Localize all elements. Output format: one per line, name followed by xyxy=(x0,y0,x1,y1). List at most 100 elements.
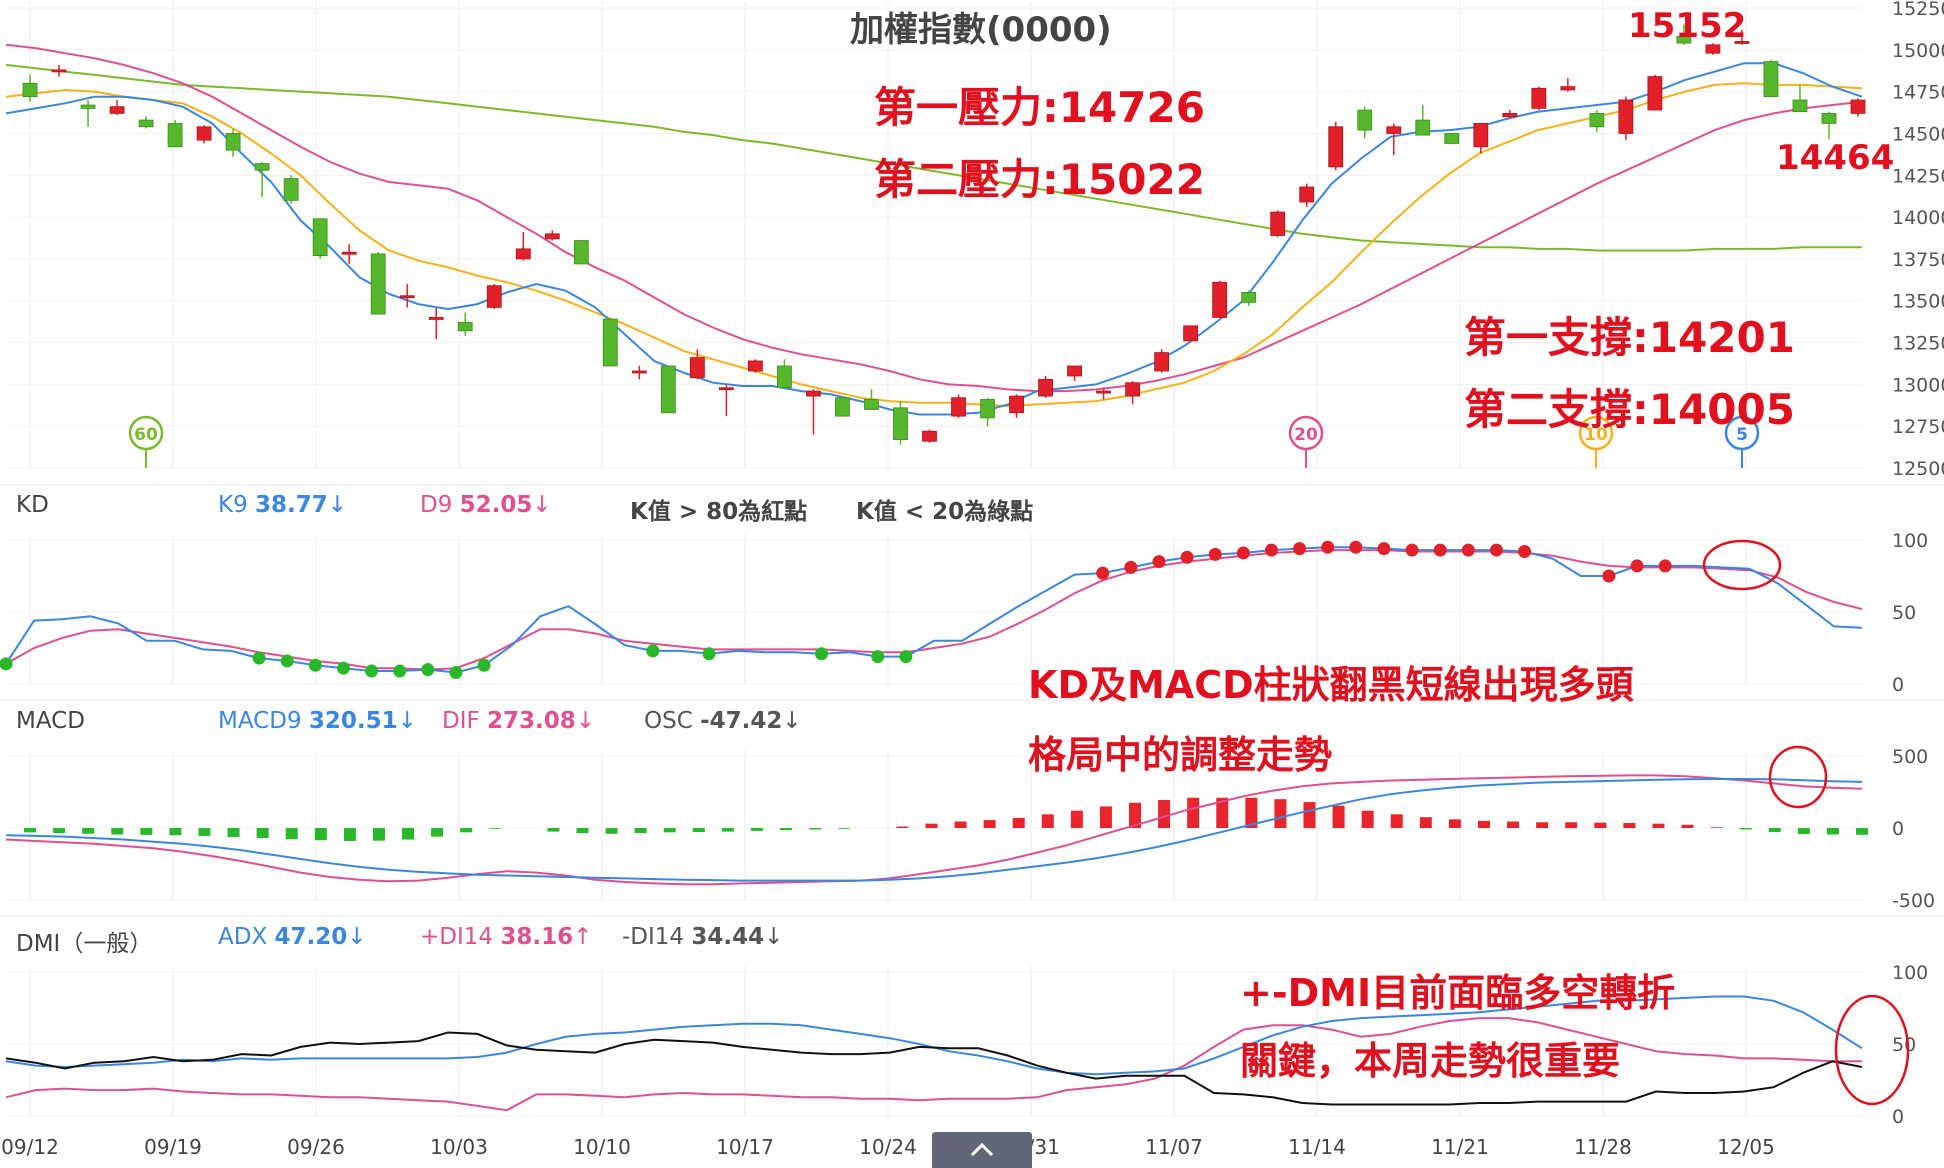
candle-body xyxy=(1386,126,1402,134)
osc-bar xyxy=(576,828,589,834)
k-overbought-dot xyxy=(1461,543,1475,557)
x-tick-label: 10/03 xyxy=(430,1135,488,1159)
dmi-panel-label: DMI（一般） xyxy=(16,931,153,957)
osc-bar xyxy=(692,828,705,833)
kd-macd-note-line1: KD及MACD柱狀翻黑短線出現多頭 xyxy=(1028,663,1634,707)
candle-body xyxy=(1560,86,1576,91)
osc-bar xyxy=(1856,828,1868,835)
candle-body xyxy=(283,178,299,201)
osc-bar xyxy=(1797,828,1810,835)
osc-bar xyxy=(838,828,851,829)
dmi-note-line1: +-DMI目前面臨多空轉折 xyxy=(1240,971,1676,1015)
x-tick-label: 09/12 xyxy=(1,1135,59,1159)
x-tick-label: 10/17 xyxy=(716,1135,774,1159)
candle-body xyxy=(1009,395,1024,414)
price-tick-label: 14500 xyxy=(1892,123,1944,145)
price-tick-label: 13000 xyxy=(1892,374,1944,396)
candle-body xyxy=(138,119,154,128)
k-oversold-dot xyxy=(0,657,13,671)
dmi-tick-label: 100 xyxy=(1892,962,1928,984)
k-overbought-dot xyxy=(1433,543,1447,557)
candle-body xyxy=(1502,112,1518,118)
candle-body xyxy=(1676,36,1692,44)
osc-bar xyxy=(256,828,269,839)
osc-bar xyxy=(1041,814,1054,828)
candle-body xyxy=(457,322,473,332)
k-overbought-dot xyxy=(1124,560,1138,574)
candle-body xyxy=(370,253,386,315)
k-oversold-dot xyxy=(477,658,491,672)
osc-bar xyxy=(111,828,124,835)
k-overbought-dot xyxy=(1236,546,1250,560)
x-tick-label: 11/21 xyxy=(1431,1135,1489,1159)
dmi-note-line2: 關鍵，本周走勢很重要 xyxy=(1240,1039,1621,1083)
osc-bar xyxy=(1274,799,1287,828)
price-tick-label: 14250 xyxy=(1892,165,1944,187)
candle-body xyxy=(225,133,241,151)
candle-body xyxy=(196,126,212,141)
candle-body xyxy=(544,233,560,240)
ma-badge-label: 20 xyxy=(1294,425,1318,445)
k-overbought-dot xyxy=(1293,542,1307,556)
ma60-line xyxy=(5,63,1862,252)
candle-body xyxy=(631,370,647,374)
k-overbought-dot xyxy=(1180,550,1194,564)
pdi-value: +DI14 38.16↑ xyxy=(420,924,593,950)
candle-body xyxy=(922,430,937,442)
macd9-value: MACD9 320.51↓ xyxy=(218,708,417,734)
macd-tick-label: 0 xyxy=(1892,818,1904,840)
dmi-highlight-circle xyxy=(1834,994,1910,1106)
k-overbought-dot xyxy=(1518,545,1532,559)
k-overbought-dot xyxy=(1321,540,1335,554)
k-overbought-dot xyxy=(1096,566,1110,580)
pdi-line xyxy=(5,1017,1862,1112)
candle-body xyxy=(1183,325,1199,342)
osc-bar xyxy=(1594,822,1607,828)
chevron-up-icon xyxy=(970,1142,994,1157)
candle-body xyxy=(1154,352,1170,372)
osc-bar xyxy=(1012,817,1025,828)
k-overbought-dot xyxy=(1208,547,1222,561)
macd-line xyxy=(5,778,1863,882)
resistance-1-note: 第一壓力:14726 xyxy=(874,83,1205,132)
osc-bar xyxy=(1768,828,1781,833)
k-overbought-dot xyxy=(1658,559,1672,573)
osc-bar xyxy=(1099,806,1112,828)
candle-body xyxy=(486,285,502,308)
osc-bar xyxy=(1158,799,1171,828)
price-tick-label: 13750 xyxy=(1892,249,1944,271)
k-oversold-dot xyxy=(393,664,407,678)
osc-bar xyxy=(1507,821,1520,828)
candle-body xyxy=(1096,390,1111,394)
osc-bar xyxy=(1652,823,1665,828)
osc-bar xyxy=(1739,828,1752,830)
osc-bar xyxy=(1710,827,1723,828)
osc-bar xyxy=(431,828,444,837)
osc-bar xyxy=(140,828,153,835)
k-overbought-dot xyxy=(1405,543,1419,557)
price-tick-label: 14000 xyxy=(1892,207,1944,229)
x-tick-label: 11/07 xyxy=(1145,1135,1203,1159)
ma20-line xyxy=(5,43,1863,393)
osc-bar xyxy=(896,826,909,828)
dmi-tick-label: 0 xyxy=(1892,1106,1904,1128)
osc-bar xyxy=(1681,824,1694,828)
k-oversold-dot xyxy=(815,647,829,661)
candle-body xyxy=(602,318,618,367)
candle-body xyxy=(515,248,531,260)
osc-bar xyxy=(343,828,356,841)
x-tick-label: 10/24 xyxy=(859,1135,917,1159)
kd-rule-green: K值 < 20為綠點 xyxy=(856,499,1034,525)
candle-body xyxy=(1705,44,1721,54)
osc-bar xyxy=(1623,822,1636,828)
macd-highlight-circle xyxy=(1768,745,1828,809)
k-oversold-dot xyxy=(280,654,294,668)
candle-body xyxy=(951,397,966,417)
candle-body xyxy=(399,295,415,299)
candle-body xyxy=(893,407,908,440)
price-tick-label: 12750 xyxy=(1892,416,1944,438)
candle-body xyxy=(1241,291,1257,303)
collapse-panel-button[interactable] xyxy=(932,1132,1032,1168)
kd-tick-label: 0 xyxy=(1892,674,1904,696)
candle-body xyxy=(747,360,763,372)
